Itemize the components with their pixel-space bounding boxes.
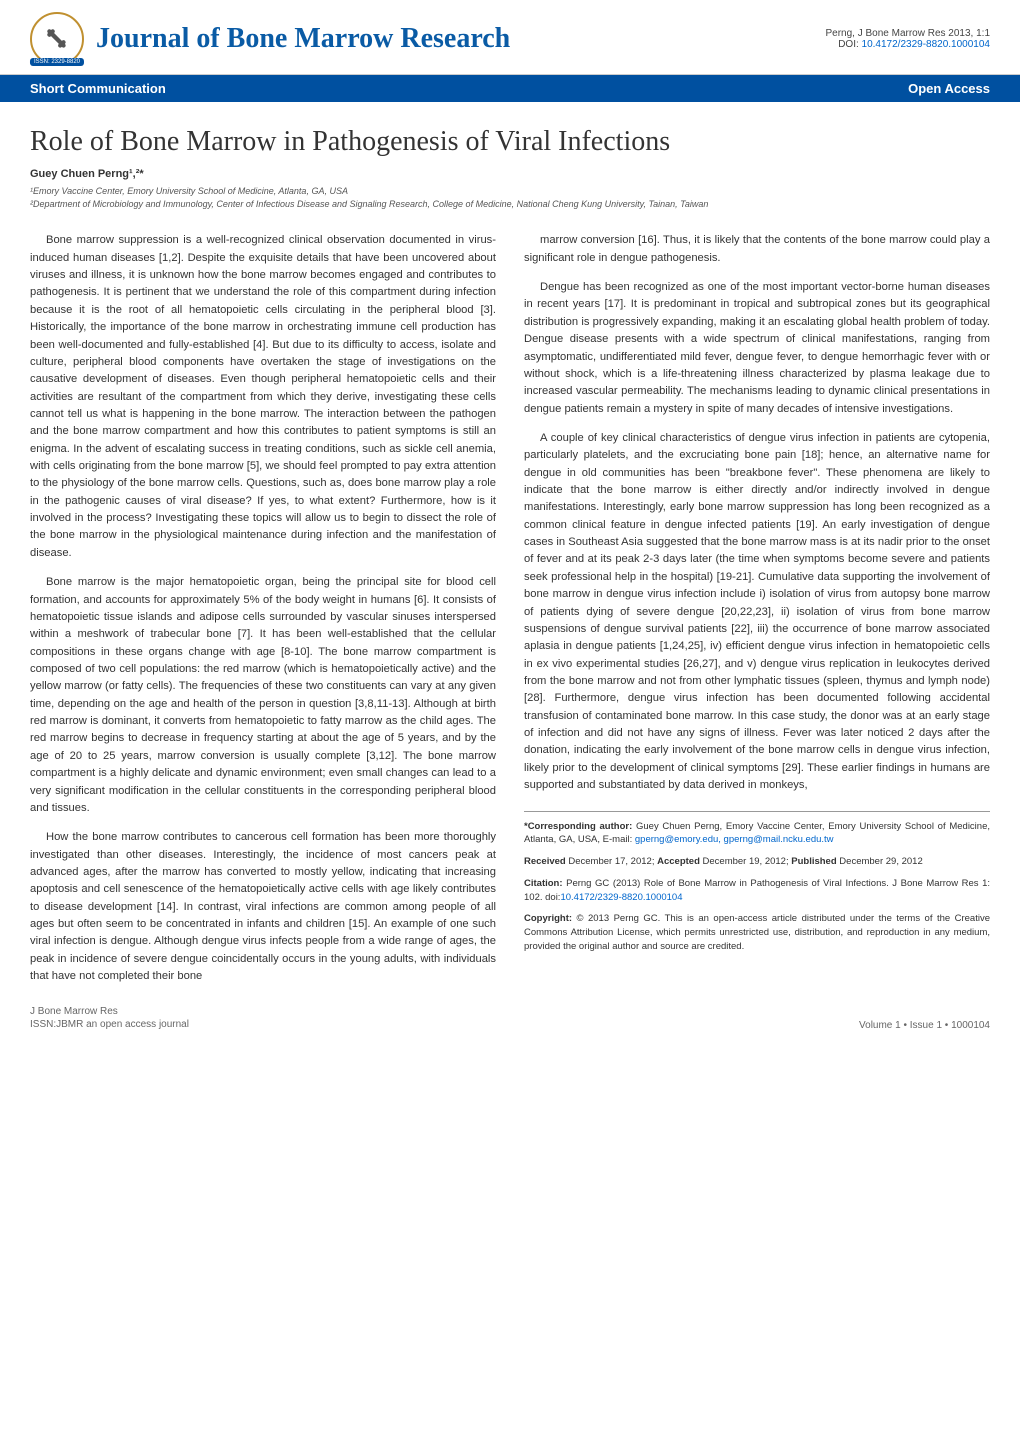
author-line: Guey Chuen Perng¹,²* [30,168,990,180]
affiliations: ¹Emory Vaccine Center, Emory University … [30,186,990,210]
header-left: ISSN: 2329-8820 Journal of Bone Marrow R… [30,12,510,66]
footer-right: Volume 1 • Issue 1 • 1000104 [859,1020,990,1031]
copyright-text: © 2013 Perng GC. This is an open-access … [524,913,990,952]
citation-doi[interactable]: 10.4172/2329-8820.1000104 [560,892,682,903]
info-box: *Corresponding author: Guey Chuen Perng,… [524,811,990,954]
page-footer: J Bone Marrow Res ISSN:JBMR an open acce… [0,995,1020,1055]
content: Role of Bone Marrow in Pathogenesis of V… [0,102,1020,995]
footer-journal: J Bone Marrow Res [30,1005,189,1018]
corresponding-emails[interactable]: gperng@emory.edu, gperng@mail.ncku.edu.t… [635,834,834,845]
copyright-label: Copyright: [524,913,572,924]
received-date: December 17, 2012; [568,856,654,867]
header-right: Perng, J Bone Marrow Res 2013, 1:1 DOI: … [825,28,990,50]
body-paragraph: Bone marrow is the major hematopoietic o… [30,574,496,817]
body-columns: Bone marrow suppression is a well-recogn… [30,232,990,985]
footer-issn: ISSN:JBMR an open access journal [30,1018,189,1031]
published-label: Published [791,856,836,867]
body-paragraph: Dengue has been recognized as one of the… [524,279,990,418]
body-paragraph: How the bone marrow contributes to cance… [30,829,496,985]
received-label: Received [524,856,566,867]
body-paragraph: A couple of key clinical characteristics… [524,430,990,795]
issn-badge: ISSN: 2329-8820 [30,58,84,66]
citation-line: Citation: Perng GC (2013) Role of Bone M… [524,877,990,905]
body-paragraph: marrow conversion [16]. Thus, it is like… [524,232,990,267]
citation-short: Perng, J Bone Marrow Res 2013, 1:1 [825,28,990,39]
affiliation-2: ²Department of Microbiology and Immunolo… [30,199,990,211]
bone-icon [44,26,70,52]
accepted-date: December 19, 2012; [703,856,789,867]
page-header: ISSN: 2329-8820 Journal of Bone Marrow R… [0,0,1020,75]
footer-left: J Bone Marrow Res ISSN:JBMR an open acce… [30,1005,189,1031]
journal-name: Journal of Bone Marrow Research [96,23,510,55]
body-paragraph: Bone marrow suppression is a well-recogn… [30,232,496,562]
citation-label: Citation: [524,878,563,889]
dates-line: Received December 17, 2012; Accepted Dec… [524,855,990,869]
accepted-label: Accepted [657,856,700,867]
article-type: Short Communication [30,81,166,96]
journal-logo: ISSN: 2329-8820 [30,12,84,66]
published-date: December 29, 2012 [839,856,922,867]
section-bar: Short Communication Open Access [0,75,1020,102]
doi-link[interactable]: 10.4172/2329-8820.1000104 [862,39,990,50]
corresponding-author: *Corresponding author: Guey Chuen Perng,… [524,820,990,848]
doi-line: DOI: 10.4172/2329-8820.1000104 [825,39,990,50]
doi-label: DOI: [838,39,859,50]
corresponding-label: *Corresponding author: [524,821,632,832]
open-access-label: Open Access [908,81,990,96]
article-title: Role of Bone Marrow in Pathogenesis of V… [30,126,990,158]
copyright-line: Copyright: © 2013 Perng GC. This is an o… [524,912,990,953]
affiliation-1: ¹Emory Vaccine Center, Emory University … [30,186,990,198]
